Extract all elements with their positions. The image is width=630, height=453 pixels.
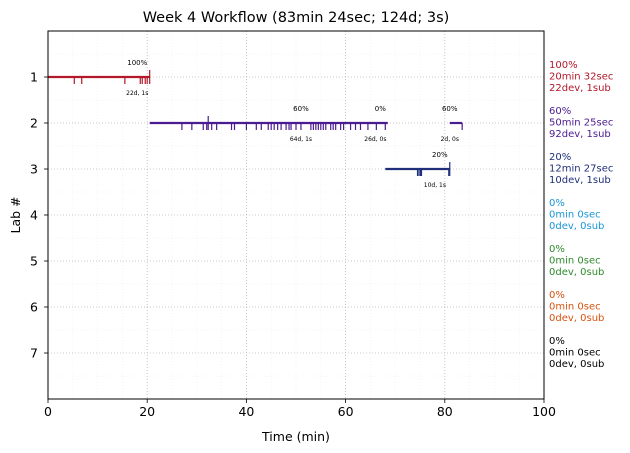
chart-title: Week 4 Workflow (83min 24sec; 124d; 3s) (143, 10, 450, 26)
lab-7-summary-line: 0min 0sec (549, 348, 601, 359)
x-tick-label: 80 (437, 404, 453, 419)
lab-1-summary-line: 20min 32sec (549, 72, 613, 83)
y-axis-label: Lab # (8, 196, 23, 233)
annotations: 100% 22d, 1s 60% 64d, 1s 0% 26d, 0s 60% 2d, 0s 2… (126, 59, 459, 189)
lab-7-summary-line: 0% (549, 336, 565, 347)
axis-ticks: 0 20 40 60 80 100 1 2 3 4 5 6 7 (30, 70, 556, 420)
lab-7-summary-line: 0dev, 0sub (549, 359, 604, 370)
lab-timelines (48, 70, 463, 176)
segment-count-label: 2d, 0s (441, 136, 459, 143)
segment-count-label: 10d, 1s (424, 182, 446, 189)
y-tick-label: 1 (30, 70, 38, 85)
lab-2-summary-line: 60% (549, 106, 571, 117)
lab-1-summary-line: 22dev, 1sub (549, 83, 611, 94)
y-tick-label: 6 (30, 300, 38, 315)
y-tick-label: 4 (30, 208, 38, 223)
segment-percent-label: 20% (432, 151, 448, 159)
y-tick-label: 7 (30, 346, 38, 361)
segment-count-label: 22d, 1s (126, 90, 148, 97)
x-tick-label: 40 (238, 404, 254, 419)
lab-6-summary-line: 0% (549, 290, 565, 301)
lab-5-summary-line: 0% (549, 244, 565, 255)
x-tick-label: 100 (532, 404, 556, 419)
x-axis-label: Time (min) (261, 429, 330, 444)
x-tick-label: 0 (44, 404, 52, 419)
grid (48, 31, 544, 399)
lab-2-summary-line: 92dev, 1sub (549, 129, 611, 140)
lab-1-summary-line: 100% (549, 60, 578, 71)
y-tick-label: 2 (30, 116, 38, 131)
x-tick-label: 20 (139, 404, 155, 419)
segment-count-label: 26d, 0s (364, 136, 386, 143)
lab-6-summary-line: 0min 0sec (549, 302, 601, 313)
segment-percent-label: 60% (442, 105, 458, 113)
y-tick-label: 5 (30, 254, 38, 269)
lab-3-summary-line: 12min 27sec (549, 164, 613, 175)
y-tick-label: 3 (30, 162, 38, 177)
lab-3-summary-line: 20% (549, 152, 571, 163)
lab-6-summary-line: 0dev, 0sub (549, 313, 604, 324)
lab-2-summary-line: 50min 25sec (549, 118, 613, 129)
lab-4-summary-line: 0min 0sec (549, 210, 601, 221)
segment-percent-label: 0% (375, 105, 386, 113)
lab-4-summary-line: 0% (549, 198, 565, 209)
segment-count-label: 64d, 1s (290, 136, 312, 143)
lab-4-summary-line: 0dev, 0sub (549, 221, 604, 232)
lab-3-summary-line: 10dev, 1sub (549, 175, 611, 186)
x-tick-label: 60 (338, 404, 354, 419)
lab-5-summary-line: 0dev, 0sub (549, 267, 604, 278)
lab-5-summary-line: 0min 0sec (549, 256, 601, 267)
segment-percent-label: 60% (293, 105, 309, 113)
segment-percent-label: 100% (127, 59, 147, 67)
